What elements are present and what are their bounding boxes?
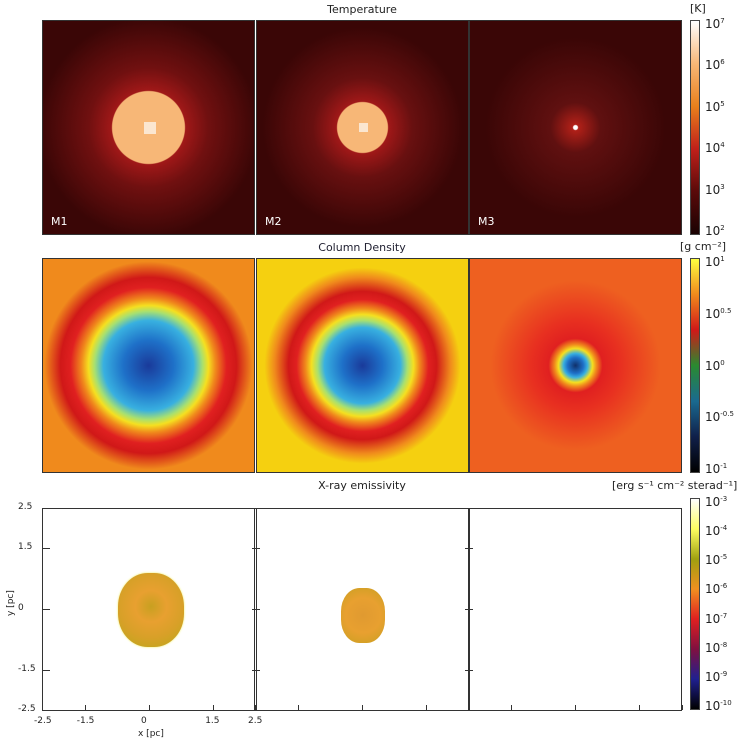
colorbar-tick-label: 106 (705, 58, 725, 73)
y-tick-mark (42, 609, 50, 610)
colorbar-tick-label: 10-3 (705, 495, 728, 509)
x-tick-mark (468, 705, 469, 710)
unit-xray: [erg s⁻¹ cm⁻² sterad⁻¹] (612, 479, 738, 492)
x-tick-label: -1.5 (76, 716, 95, 726)
title-xray: X-ray emissivity (318, 479, 406, 492)
colorbar (690, 498, 700, 710)
colorbar-tick-label: 10-7 (705, 611, 728, 626)
y-tick-mark (42, 508, 50, 509)
column-density-panel-m1 (42, 258, 255, 473)
y-tick-mark (252, 609, 260, 610)
x-tick-mark (469, 705, 470, 710)
x-tick-mark (510, 705, 512, 710)
x-tick-mark (42, 705, 43, 710)
x-tick-mark (213, 705, 215, 710)
colorbar-tick-label: 105 (705, 99, 725, 114)
x-tick-mark (426, 705, 428, 710)
x-tick-mark (297, 705, 299, 710)
y-tick-label: 1.5 (18, 542, 33, 553)
colorbar-tick-label: 104 (705, 141, 725, 156)
y-tick-mark (465, 609, 473, 610)
colorbar-tick-label: 100.5 (705, 306, 732, 321)
x-tick-mark (639, 705, 641, 710)
xray-panel-m2 (256, 508, 469, 711)
y-tick-mark (42, 548, 50, 550)
x-tick-label: 2.5 (248, 716, 263, 726)
title-column-density: Column Density (318, 241, 406, 254)
column-density-panel-m2 (256, 258, 469, 473)
y-tick-mark (42, 710, 50, 711)
x-tick-label: -2.5 (34, 716, 52, 726)
colorbar-tick-label: 10-4 (705, 524, 728, 539)
temperature-panel-m1: M1 (42, 20, 255, 235)
x-tick-label: 1.5 (205, 716, 220, 726)
y-axis-label: y [pc] (6, 590, 16, 616)
unit-temperature: [K] (690, 2, 706, 15)
column-density-panel-m3 (469, 258, 682, 473)
y-tick-label: 0 (18, 603, 24, 613)
panel-label: M3 (478, 215, 495, 228)
colorbar-tick-label: 10-0.5 (705, 410, 734, 425)
y-tick-mark (42, 669, 50, 671)
temperature-panel-m3: M3 (469, 20, 682, 235)
panel-label: M2 (265, 215, 282, 228)
x-tick-mark (682, 705, 683, 710)
x-tick-mark (149, 705, 150, 710)
colorbar-tick-label: 10-10 (705, 699, 732, 713)
colorbar-tick-label: 100 (705, 358, 725, 373)
xray-emission-blob (118, 573, 184, 647)
title-temperature: Temperature (327, 3, 397, 16)
xray-panel-m1 (42, 508, 255, 711)
colorbar-tick-label: 103 (705, 182, 725, 197)
y-tick-mark (252, 669, 260, 671)
colorbar-tick-label: 10-8 (705, 640, 728, 655)
colorbar (690, 258, 700, 473)
panel-label: M1 (51, 215, 68, 228)
x-tick-mark (362, 705, 363, 710)
colorbar-tick-label: 10-6 (705, 582, 728, 597)
x-axis-label: x [pc] (138, 729, 164, 739)
y-tick-label: -2.5 (18, 704, 36, 714)
hot-core (359, 123, 368, 132)
colorbar (690, 20, 700, 235)
unit-column-density: [g cm⁻²] (680, 240, 727, 253)
xray-panel-m3 (469, 508, 682, 711)
x-tick-mark (256, 705, 257, 710)
y-tick-mark (465, 548, 473, 550)
y-tick-mark (252, 508, 260, 509)
colorbar-tick-label: 102 (705, 224, 725, 238)
colorbar-tick-label: 10-1 (705, 462, 728, 476)
colorbar-tick-label: 107 (705, 17, 725, 31)
colorbar-tick-label: 10-5 (705, 553, 728, 568)
y-tick-mark (465, 710, 473, 711)
x-tick-mark (255, 705, 256, 710)
temperature-panel-m2: M2 (256, 20, 469, 235)
y-tick-mark (465, 669, 473, 671)
hot-core (144, 122, 156, 134)
x-tick-mark (575, 705, 576, 710)
y-tick-mark (252, 548, 260, 550)
x-tick-label: 0 (141, 716, 147, 726)
y-tick-mark (465, 508, 473, 509)
xray-emission-blob (341, 588, 385, 643)
y-tick-mark (252, 710, 260, 711)
y-tick-label: 2.5 (18, 502, 33, 512)
colorbar-tick-label: 10-9 (705, 669, 728, 684)
x-tick-mark (84, 705, 86, 710)
y-tick-label: -1.5 (18, 663, 36, 674)
colorbar-tick-label: 101 (705, 255, 725, 269)
